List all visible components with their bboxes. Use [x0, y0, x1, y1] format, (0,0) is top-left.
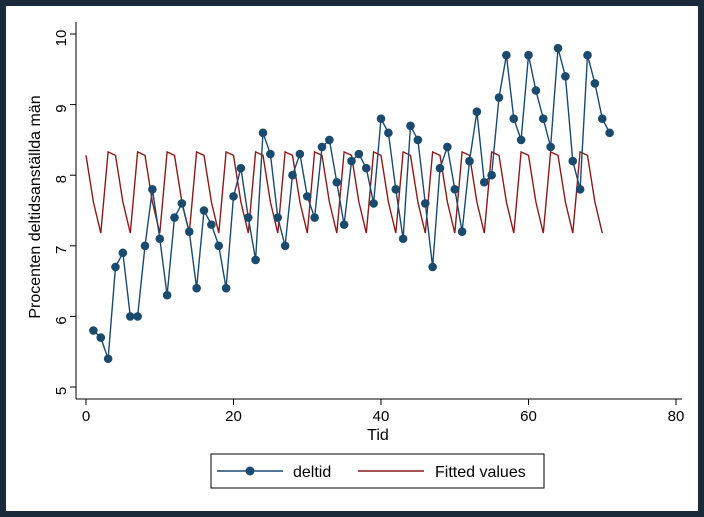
y-tick-label-1: 6: [53, 316, 70, 324]
deltid-point: [273, 213, 283, 222]
deltid-point: [347, 156, 356, 166]
deltid-point: [546, 142, 555, 152]
legend-deltid-marker: [245, 466, 255, 476]
deltid-point: [339, 220, 349, 229]
deltid-point: [288, 170, 297, 180]
deltid-point: [258, 128, 268, 138]
deltid-point: [583, 50, 592, 60]
deltid-point: [479, 177, 489, 187]
deltid-point: [524, 50, 533, 60]
deltid-point: [590, 79, 600, 88]
deltid-point: [450, 185, 460, 194]
deltid-point: [561, 72, 570, 81]
deltid-point: [207, 220, 216, 229]
deltid-point: [221, 283, 231, 293]
deltid-point: [531, 86, 541, 95]
deltid-point: [391, 185, 401, 194]
deltid-point: [509, 114, 519, 124]
deltid-point: [465, 156, 474, 166]
deltid-point: [266, 149, 275, 159]
legend-fitted-label: Fitted values: [435, 464, 526, 481]
y-tick-label-5: 10: [53, 30, 70, 47]
plot-region: [76, 22, 682, 399]
deltid-point: [140, 241, 150, 251]
deltid-point: [214, 241, 224, 251]
deltid-point: [199, 206, 209, 215]
deltid-point: [487, 170, 496, 180]
deltid-point: [568, 156, 578, 166]
deltid-point: [184, 227, 194, 236]
y-tick-label-0: 5: [53, 387, 70, 395]
deltid-point: [302, 192, 312, 201]
deltid-point: [516, 135, 526, 145]
x-tick-label-1: 20: [225, 408, 242, 425]
deltid-point: [443, 142, 452, 152]
deltid-point: [435, 163, 445, 173]
deltid-point: [420, 199, 430, 208]
x-tick-label-0: 0: [82, 408, 90, 425]
deltid-point: [575, 185, 585, 194]
y-tick-label-2: 7: [53, 246, 70, 254]
deltid-point: [369, 199, 378, 208]
deltid-point: [406, 121, 415, 131]
deltid-point: [103, 354, 113, 364]
deltid-point: [472, 107, 482, 116]
deltid-point: [317, 142, 327, 152]
deltid-point: [89, 326, 98, 335]
x-ticks: 0 20 40 60 80: [82, 399, 685, 425]
deltid-point: [280, 241, 290, 251]
deltid-point: [177, 199, 187, 208]
y-tick-label-3: 8: [53, 175, 70, 183]
x-tick-label-4: 80: [668, 408, 685, 425]
deltid-point: [428, 262, 437, 272]
deltid-point: [538, 114, 548, 124]
y-ticks: 5 6 7 8 9 10: [53, 30, 76, 395]
series-fitted-values-line: [85, 150, 603, 234]
deltid-point: [236, 163, 246, 173]
deltid-point: [155, 234, 165, 244]
deltid-point: [243, 213, 253, 222]
deltid-point: [597, 114, 607, 124]
deltid-point: [133, 312, 142, 321]
deltid-point: [162, 290, 172, 300]
deltid-point: [96, 333, 106, 342]
x-axis-title: Tid: [367, 427, 389, 444]
series-layer: [85, 43, 614, 364]
deltid-point: [118, 248, 128, 258]
deltid-point: [229, 192, 238, 201]
deltid-point: [111, 262, 120, 272]
deltid-point: [398, 234, 408, 244]
x-tick-label-3: 60: [520, 408, 537, 425]
legend: deltid Fitted values: [210, 453, 545, 489]
deltid-point: [310, 213, 319, 222]
deltid-point: [376, 114, 386, 124]
legend-deltid-label: deltid: [293, 464, 331, 481]
deltid-point: [384, 128, 393, 138]
deltid-point: [605, 128, 614, 138]
deltid-point: [332, 177, 342, 187]
deltid-point: [295, 149, 305, 159]
deltid-point: [413, 135, 423, 145]
deltid-point: [457, 227, 467, 236]
deltid-point: [325, 135, 334, 145]
deltid-point: [354, 149, 364, 159]
x-tick-label-2: 40: [373, 408, 390, 425]
deltid-point: [494, 93, 504, 102]
deltid-point: [192, 283, 201, 293]
deltid-point: [502, 50, 511, 60]
deltid-point: [553, 43, 563, 53]
deltid-point: [170, 213, 179, 222]
deltid-point: [361, 163, 371, 173]
y-tick-label-4: 9: [53, 104, 70, 112]
deltid-point: [148, 185, 157, 194]
y-axis-title: Procenten deltidsanställda män: [27, 95, 44, 318]
deltid-point: [125, 312, 135, 321]
deltid-point: [251, 255, 260, 265]
